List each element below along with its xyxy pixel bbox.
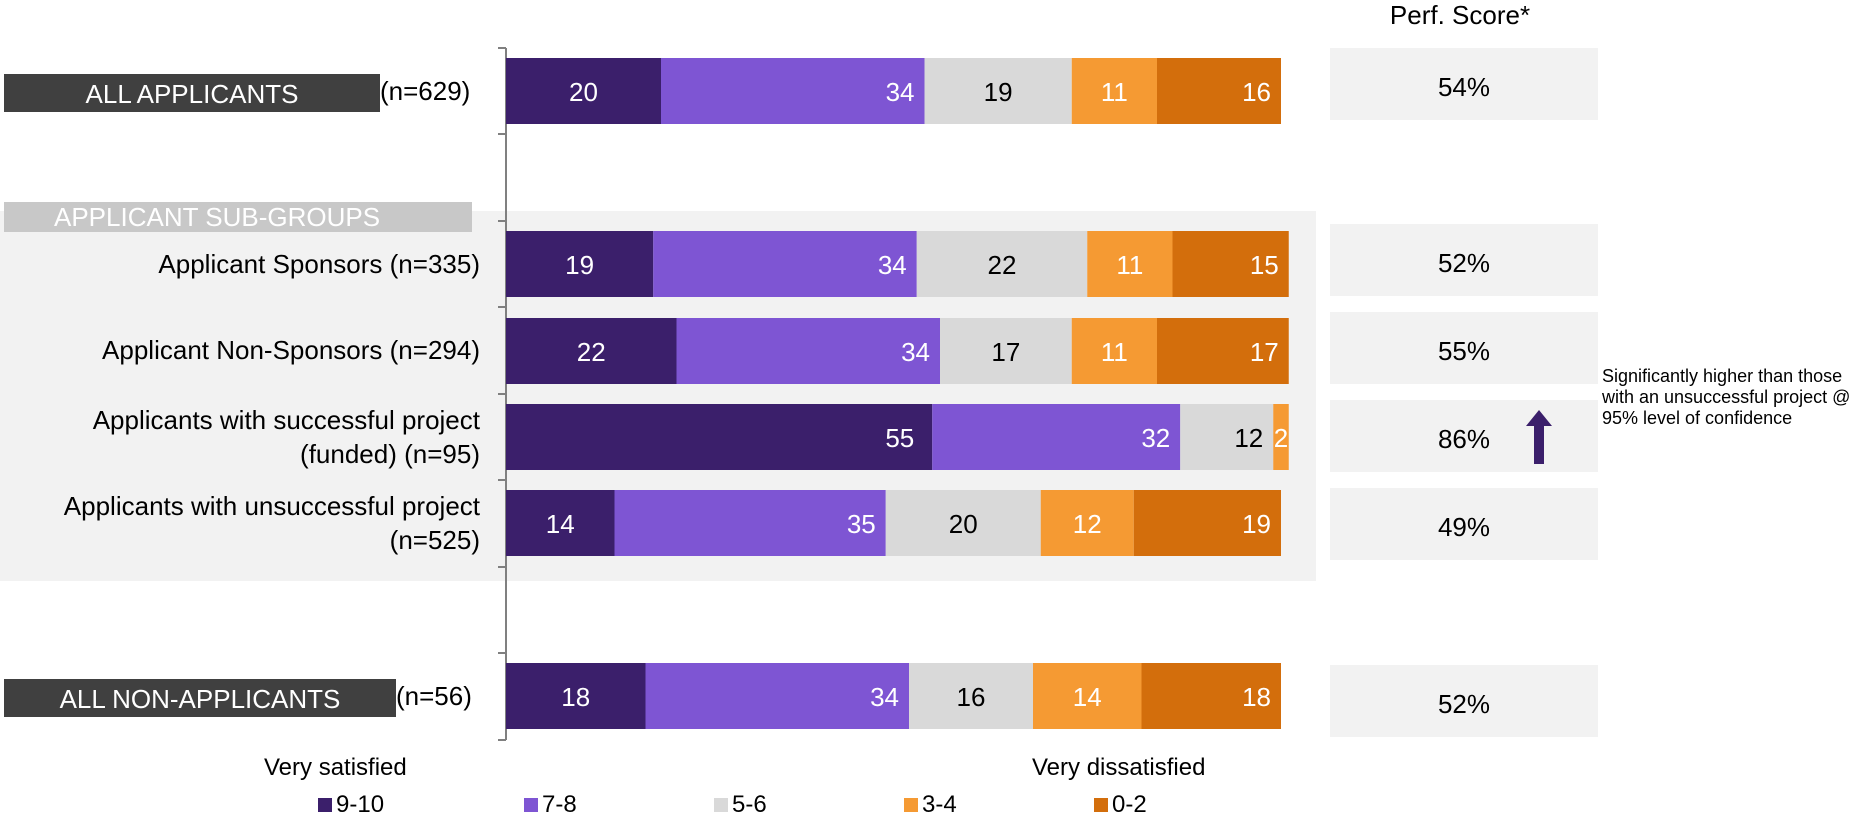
bar-sponsors-3-4 xyxy=(1087,231,1173,297)
data-label-all-applicants-3-4: 11 xyxy=(1101,77,1128,107)
perf-score-sponsors: 52% xyxy=(1330,224,1598,296)
legend-swatch-7-8 xyxy=(524,798,538,812)
data-label-all-non-applicants-3-4: 14 xyxy=(1073,682,1102,712)
bar-all-non-applicants-5-6 xyxy=(909,663,1033,729)
data-label-all-non-applicants-5-6: 16 xyxy=(957,682,986,712)
legend-label-5-6: 5-6 xyxy=(732,791,767,818)
bar-all-applicants-5-6 xyxy=(924,58,1072,124)
data-label-unsuccessful-0-2: 19 xyxy=(1242,509,1271,539)
bar-sponsors-5-6 xyxy=(916,231,1088,297)
data-label-non-sponsors-7-8: 34 xyxy=(901,337,930,367)
all-applicants-n: (n=629) xyxy=(380,76,471,106)
legend-label-3-4: 3-4 xyxy=(922,791,957,818)
bar-unsuccessful-3-4 xyxy=(1040,490,1134,556)
row-label-non-sponsors: Applicant Non-Sponsors (n=294) xyxy=(102,335,480,365)
data-label-sponsors-3-4: 11 xyxy=(1116,250,1143,280)
significance-note: Significantly higher than those with an … xyxy=(1602,366,1851,428)
bar-unsuccessful-5-6 xyxy=(885,490,1041,556)
bar-all-non-applicants-9-10 xyxy=(506,663,646,729)
legend-item-5-6: 5-6 xyxy=(714,792,767,818)
data-label-all-applicants-0-2: 16 xyxy=(1242,77,1271,107)
bar-non-sponsors-5-6 xyxy=(940,318,1072,384)
perf-score-all-applicants: 54% xyxy=(1330,48,1598,120)
row-label-successful-line1: Applicants with successful project xyxy=(92,405,480,435)
legend-item-7-8: 7-8 xyxy=(524,792,577,818)
data-label-sponsors-0-2: 15 xyxy=(1250,250,1279,280)
bar-non-sponsors-7-8 xyxy=(676,318,940,384)
perf-score-title: Perf. Score* xyxy=(1389,0,1531,30)
bar-all-applicants-9-10 xyxy=(506,58,661,124)
data-label-all-applicants-5-6: 19 xyxy=(984,77,1013,107)
perf-score-successful: 86% xyxy=(1330,400,1598,472)
data-label-sponsors-9-10: 19 xyxy=(565,250,594,280)
data-label-non-sponsors-0-2: 17 xyxy=(1250,337,1279,367)
bar-all-non-applicants-0-2 xyxy=(1141,663,1281,729)
data-label-all-non-applicants-7-8: 34 xyxy=(870,682,899,712)
bar-successful-7-8 xyxy=(932,404,1181,470)
bar-all-applicants-3-4 xyxy=(1071,58,1157,124)
legend-label-9-10: 9-10 xyxy=(336,791,385,818)
perf-score-all-non-applicants: 52% xyxy=(1330,665,1598,737)
data-label-unsuccessful-7-8: 35 xyxy=(847,509,876,539)
data-label-successful-3-4: 2 xyxy=(1274,423,1288,453)
data-label-non-sponsors-5-6: 17 xyxy=(991,337,1020,367)
row-label-unsuccessful-line2: (n=525) xyxy=(389,525,480,555)
anchor-very-dissatisfied: Very dissatisfied xyxy=(1032,754,1206,781)
legend-label-0-2: 0-2 xyxy=(1112,791,1147,818)
data-label-all-applicants-7-8: 34 xyxy=(886,77,915,107)
data-label-all-applicants-9-10: 20 xyxy=(569,77,598,107)
data-label-unsuccessful-3-4: 12 xyxy=(1073,509,1102,539)
bar-unsuccessful-9-10 xyxy=(506,490,615,556)
bar-all-non-applicants-3-4 xyxy=(1033,663,1142,729)
bar-successful-9-10 xyxy=(506,404,933,470)
data-label-successful-7-8: 32 xyxy=(1141,423,1170,453)
data-label-all-non-applicants-9-10: 18 xyxy=(561,682,590,712)
perf-score-unsuccessful: 49% xyxy=(1330,488,1598,560)
legend-item-9-10: 9-10 xyxy=(318,792,384,818)
row-label-unsuccessful-line1: Applicants with unsuccessful project xyxy=(63,491,480,521)
legend-swatch-5-6 xyxy=(714,798,728,812)
anchor-very-satisfied: Very satisfied xyxy=(264,754,407,781)
bar-successful-5-6 xyxy=(1180,404,1274,470)
legend-item-3-4: 3-4 xyxy=(904,792,957,818)
legend-swatch-9-10 xyxy=(318,798,332,812)
legend-swatch-0-2 xyxy=(1094,798,1108,812)
data-label-all-non-applicants-0-2: 18 xyxy=(1242,682,1271,712)
subgroup-header: APPLICANT SUB-GROUPS xyxy=(4,202,472,232)
bar-sponsors-7-8 xyxy=(653,231,917,297)
arrow-up-icon xyxy=(1526,410,1552,464)
bar-sponsors-9-10 xyxy=(506,231,654,297)
bar-non-sponsors-3-4 xyxy=(1071,318,1157,384)
bar-non-sponsors-9-10 xyxy=(506,318,677,384)
data-label-sponsors-7-8: 34 xyxy=(878,250,907,280)
data-label-non-sponsors-9-10: 22 xyxy=(577,337,606,367)
all-applicants-label: ALL APPLICANTS xyxy=(4,74,380,112)
data-label-successful-5-6: 12 xyxy=(1234,423,1263,453)
bar-all-applicants-7-8 xyxy=(661,58,925,124)
all-non-applicants-n: (n=56) xyxy=(396,681,472,711)
data-label-non-sponsors-3-4: 11 xyxy=(1101,337,1128,367)
bar-all-non-applicants-7-8 xyxy=(645,663,909,729)
row-label-successful-line2: (funded) (n=95) xyxy=(300,439,480,469)
data-label-unsuccessful-9-10: 14 xyxy=(546,509,575,539)
data-label-successful-9-10: 55 xyxy=(885,423,914,453)
bar-unsuccessful-0-2 xyxy=(1133,490,1281,556)
bar-successful-3-4 xyxy=(1273,404,1289,470)
all-non-applicants-label: ALL NON-APPLICANTS xyxy=(4,679,396,717)
perf-score-non-sponsors: 55% xyxy=(1330,312,1598,384)
legend-label-7-8: 7-8 xyxy=(542,791,577,818)
data-label-sponsors-5-6: 22 xyxy=(988,250,1017,280)
bar-sponsors-0-2 xyxy=(1172,231,1289,297)
row-label-sponsors: Applicant Sponsors (n=335) xyxy=(158,249,480,279)
bar-unsuccessful-7-8 xyxy=(614,490,886,556)
legend-item-0-2: 0-2 xyxy=(1094,792,1147,818)
bar-non-sponsors-0-2 xyxy=(1157,318,1289,384)
data-label-unsuccessful-5-6: 20 xyxy=(949,509,978,539)
bar-all-applicants-0-2 xyxy=(1157,58,1281,124)
legend-swatch-3-4 xyxy=(904,798,918,812)
